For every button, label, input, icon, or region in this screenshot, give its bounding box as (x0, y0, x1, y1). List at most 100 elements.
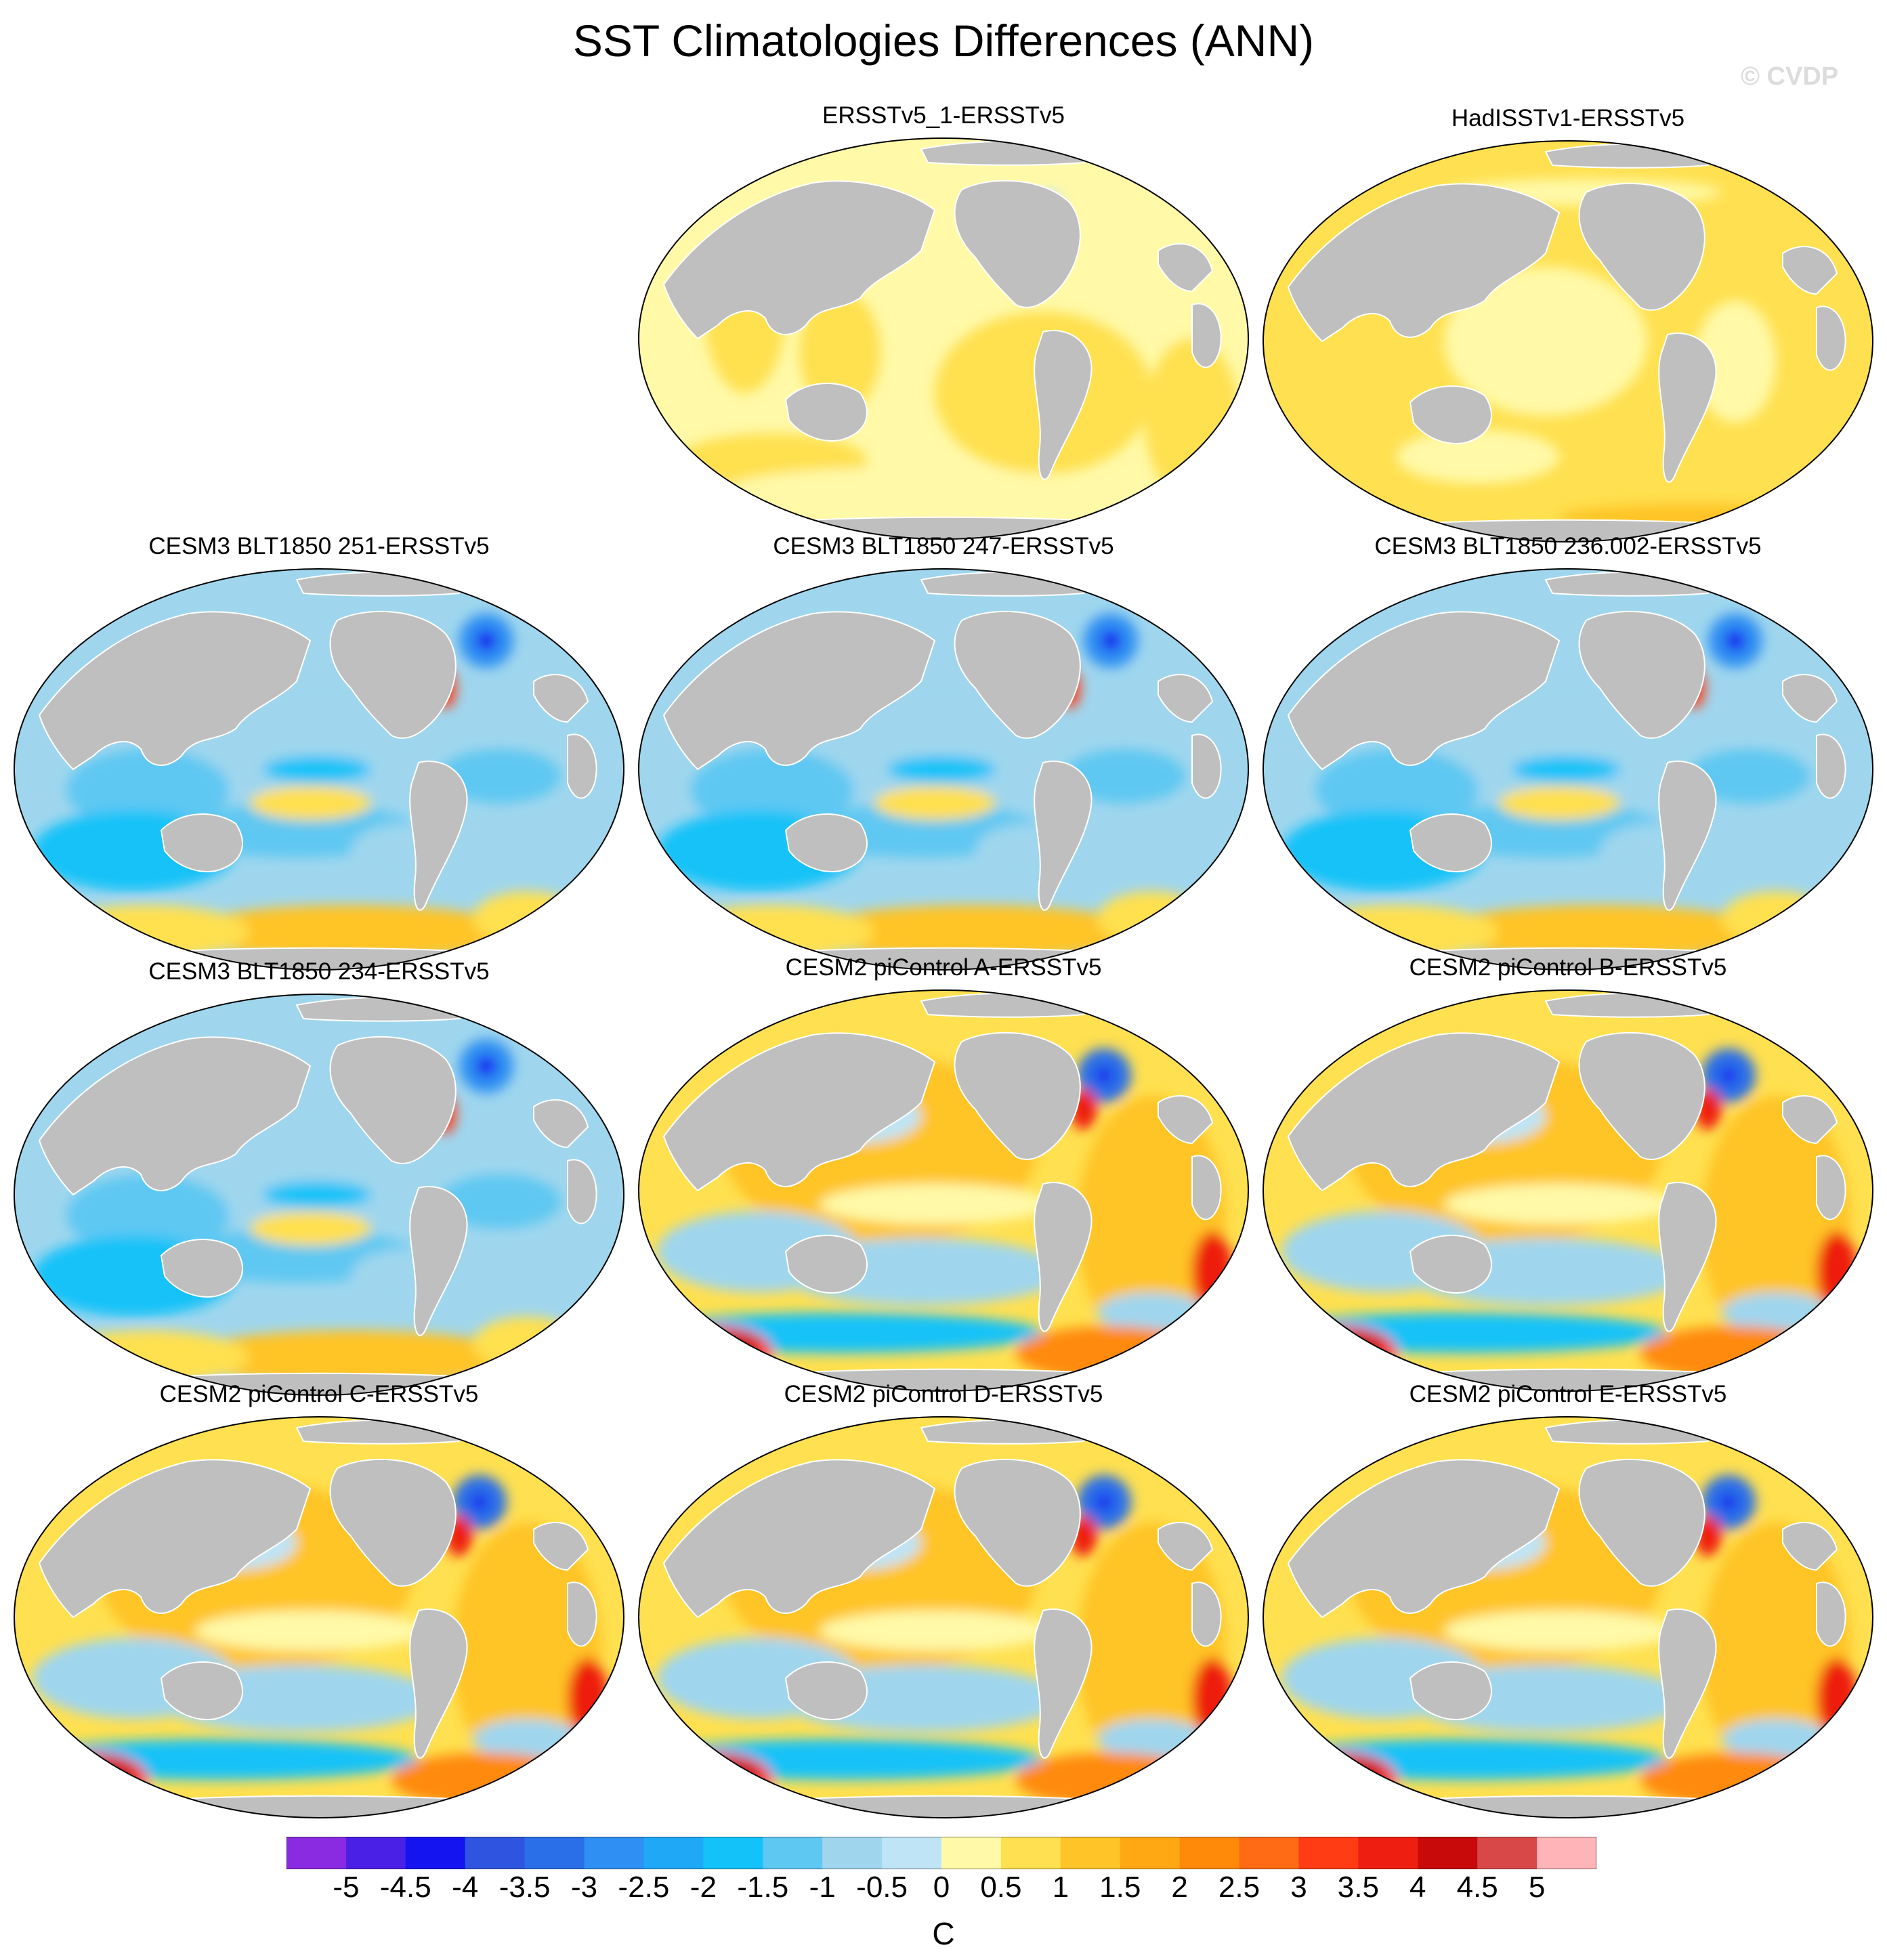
land-mass (567, 733, 597, 799)
colorbar-tick-label: 3.5 (1337, 1871, 1379, 1904)
sst-anomaly-region (1701, 1096, 1850, 1353)
colorbar-swatch (1298, 1837, 1359, 1869)
sst-anomaly-region (1302, 573, 1370, 600)
land-mass (1158, 243, 1214, 293)
colorbar-swatch (763, 1837, 823, 1869)
land-mass (38, 1459, 312, 1619)
sst-anomaly-region (664, 1753, 772, 1807)
map-panel-cesm2-e: CESM2 piControl E-ERSSTv5 (1261, 1380, 1875, 1827)
land-mass (533, 1522, 589, 1571)
land-mass (1287, 1459, 1561, 1619)
land-mass (1158, 1095, 1214, 1145)
land-mass (1782, 1095, 1838, 1145)
sst-anomaly-region (1722, 891, 1830, 945)
sst-anomaly-region (476, 631, 496, 651)
panel-title: CESM2 piControl B-ERSSTv5 (1409, 954, 1727, 981)
land-mass (160, 1661, 243, 1720)
land-mass (954, 179, 1081, 308)
sst-anomaly-region (820, 1611, 1050, 1651)
sst-anomaly-region (1302, 1421, 1370, 1448)
figure-title: SST Climatologies Differences (ANN) (572, 16, 1315, 66)
colorbar-tick-label: 1 (1052, 1871, 1069, 1904)
colorbar-swatch (882, 1837, 942, 1869)
land-mass (1658, 761, 1717, 911)
map-frame (1263, 1416, 1873, 1818)
colorbar-tick-label: 2 (1171, 1871, 1188, 1904)
land-mass (533, 674, 589, 723)
sst-anomaly-region (1263, 1313, 1668, 1353)
land-mass (1816, 733, 1846, 799)
map-frame (14, 994, 624, 1396)
colorbar (287, 1837, 1596, 1869)
land-mass (329, 1458, 457, 1587)
land-mass (738, 1795, 1152, 1818)
colorbar-tick-label: -4.5 (379, 1871, 431, 1904)
map-panel-hadisstv1: HadISSTv1-ERSSTv5 (1261, 104, 1875, 551)
sst-anomaly-region (732, 467, 1084, 508)
map-boundary (1263, 140, 1873, 542)
colorbar-ticks: -5 -4.5 -4 -3.5 -3 -2.5 -2 -1.5 -1 -0.5 0 0.5 1 1.5 2 2… (0, 1871, 1887, 1918)
land-mass (1034, 1182, 1093, 1332)
land-mass (954, 610, 1081, 739)
colorbar-swatch (703, 1837, 763, 1869)
sst-anomaly-region (806, 905, 1145, 959)
land-mass (1782, 246, 1838, 295)
land-mass (409, 1186, 468, 1336)
sst-anomaly-region (1498, 786, 1620, 820)
colorbar-swatch (1418, 1837, 1478, 1869)
panel-title: CESM2 piControl C-ERSSTv5 (159, 1381, 479, 1407)
map-boundary (14, 1416, 624, 1818)
colorbar-swatch (524, 1837, 585, 1869)
land-mass (1287, 183, 1561, 343)
land-mass (1544, 992, 1724, 1018)
land-mass (920, 140, 1099, 166)
map-boundary (638, 137, 1249, 540)
land-mass (1409, 813, 1492, 872)
colorbar-swatch (1239, 1837, 1300, 1869)
sst-anomaly-region (1101, 631, 1121, 651)
map-frame (1263, 989, 1873, 1392)
land-mass (38, 1036, 312, 1196)
map-frame (638, 137, 1249, 540)
sst-anomaly-region (263, 756, 371, 783)
colorbar-swatch (1060, 1837, 1121, 1869)
land-mass (1782, 674, 1838, 723)
colorbar-tick-label: 4.5 (1456, 1871, 1498, 1904)
sst-anomaly-region (249, 786, 371, 820)
sst-anomaly-region (1512, 756, 1620, 783)
land-mass (1544, 143, 1724, 169)
land-mass (784, 1235, 868, 1294)
colorbar-tick-label: 2.5 (1218, 1871, 1260, 1904)
land-mass (160, 1239, 243, 1298)
sst-anomaly-region (1096, 1067, 1112, 1084)
sst-anomaly-region (1695, 301, 1776, 423)
sst-anomaly-region (1302, 994, 1370, 1021)
land-mass (1578, 1031, 1705, 1160)
panel-title: ERSSTv5_1-ERSSTv5 (822, 102, 1065, 129)
colorbar-tick-label: -5 (333, 1871, 360, 1904)
sst-anomaly-region (1444, 1611, 1674, 1651)
land-mass (1578, 1458, 1705, 1587)
map-boundary (1263, 989, 1873, 1392)
map-frame (638, 989, 1249, 1392)
land-mass (662, 1032, 936, 1192)
panel-title: HadISSTv1-ERSSTv5 (1451, 105, 1685, 131)
land-mass (1578, 182, 1705, 311)
colorbar-tick-label: 5 (1528, 1871, 1546, 1904)
sst-anomaly-region (14, 1739, 419, 1780)
land-mass (329, 1036, 457, 1164)
sst-anomaly-region (1688, 749, 1810, 803)
map-frame (638, 568, 1249, 971)
map-boundary (14, 994, 624, 1396)
colorbar-swatch (405, 1837, 466, 1869)
sst-anomaly-region (473, 1317, 581, 1371)
sst-anomaly-region (639, 1313, 1043, 1353)
map-frame (1263, 568, 1873, 971)
colorbar-tick-label: 0.5 (980, 1871, 1022, 1904)
sst-anomaly-region (53, 1421, 121, 1448)
land-mass (920, 571, 1099, 597)
land-mass (1191, 733, 1222, 799)
map-boundary (1263, 1416, 1873, 1818)
panel-title: CESM2 piControl D-ERSSTv5 (784, 1381, 1103, 1407)
sst-anomaly-region (1288, 1326, 1397, 1380)
